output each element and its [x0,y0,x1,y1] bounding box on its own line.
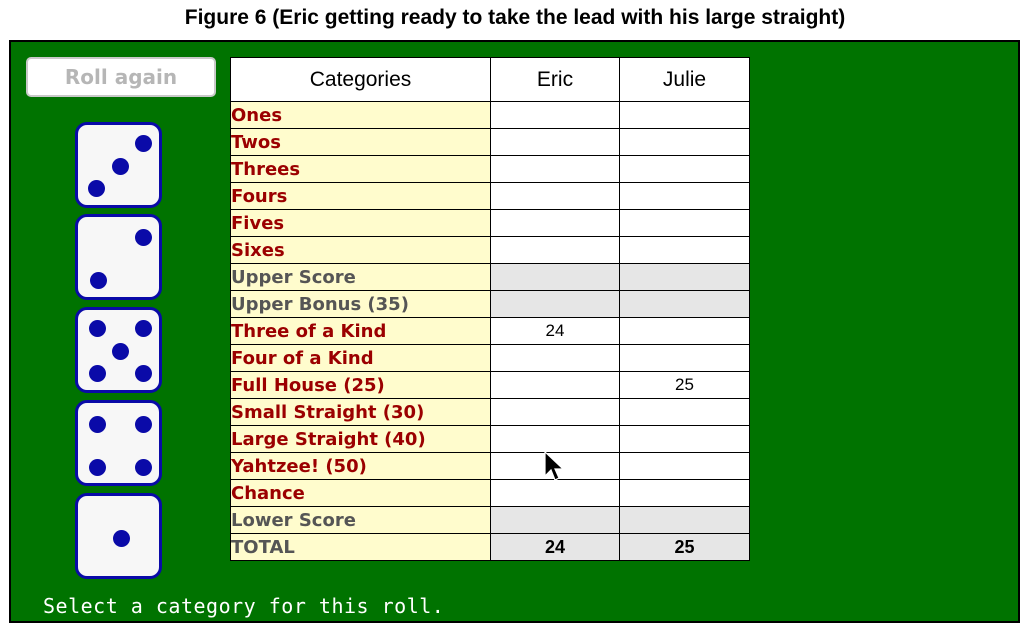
score-cell-upper-score-julie [619,263,750,291]
player-header-eric: Eric [490,57,620,102]
scorecard-row: Upper Bonus (35) [230,290,750,318]
die-pip [135,459,152,476]
die-pip [135,135,152,152]
score-cell-large-straight-40-eric[interactable] [490,425,620,453]
game-board: Roll again Categories Eric Julie Ones Two… [9,40,1020,623]
score-cell-chance-julie[interactable] [619,479,750,507]
scorecard-row: TOTAL 24 25 [230,533,750,561]
scorecard-row: Chance [230,479,750,507]
score-cell-lower-score-eric [490,506,620,534]
category-label-sixes: Sixes [230,236,491,264]
score-cell-sixes-eric[interactable] [490,236,620,264]
category-label-twos: Twos [230,128,491,156]
score-cell-fours-eric[interactable] [490,182,620,210]
category-label-full-house-25: Full House (25) [230,371,491,399]
category-label-lower-score: Lower Score [230,506,491,534]
score-cell-three-of-a-kind-eric[interactable]: 24 [490,317,620,345]
category-label-large-straight-40: Large Straight (40) [230,425,491,453]
score-cell-total-julie: 25 [619,533,750,561]
scorecard-row: Full House (25) 25 [230,371,750,399]
category-label-small-straight-30: Small Straight (30) [230,398,491,426]
score-cell-fives-julie[interactable] [619,209,750,237]
scorecard-row: Lower Score [230,506,750,534]
die-pip [112,343,129,360]
die-pip [113,530,130,547]
scorecard-row: Small Straight (30) [230,398,750,426]
status-message: Select a category for this roll. [43,594,445,618]
score-cell-upper-score-eric [490,263,620,291]
die-pip [89,459,106,476]
die-pip [135,320,152,337]
category-label-threes: Threes [230,155,491,183]
scorecard-row: Three of a Kind 24 [230,317,750,345]
die-1[interactable] [75,122,162,208]
player-header-julie: Julie [619,57,750,102]
die-pip [88,180,105,197]
scorecard-row: Large Straight (40) [230,425,750,453]
score-cell-fives-eric[interactable] [490,209,620,237]
score-cell-total-eric: 24 [490,533,620,561]
scorecard-row: Sixes [230,236,750,264]
category-label-chance: Chance [230,479,491,507]
scorecard-row: Twos [230,128,750,156]
die-3[interactable] [75,307,162,393]
score-cell-full-house-25-eric[interactable] [490,371,620,399]
score-cell-three-of-a-kind-julie[interactable] [619,317,750,345]
scorecard-row: Yahtzee! (50) [230,452,750,480]
score-cell-small-straight-30-eric[interactable] [490,398,620,426]
die-pip [135,229,152,246]
score-cell-ones-julie[interactable] [619,101,750,129]
score-cell-threes-eric[interactable] [490,155,620,183]
scorecard-row: Fives [230,209,750,237]
die-pip [89,320,106,337]
category-label-four-of-a-kind: Four of a Kind [230,344,491,372]
score-cell-fours-julie[interactable] [619,182,750,210]
categories-header: Categories [230,57,491,102]
score-cell-chance-eric[interactable] [490,479,620,507]
roll-again-button[interactable]: Roll again [26,57,216,97]
category-label-fives: Fives [230,209,491,237]
die-pip [89,416,106,433]
score-cell-full-house-25-julie[interactable]: 25 [619,371,750,399]
score-cell-twos-julie[interactable] [619,128,750,156]
category-label-upper-score: Upper Score [230,263,491,291]
score-cell-upper-bonus-35-julie [619,290,750,318]
die-2[interactable] [75,214,162,300]
score-cell-sixes-julie[interactable] [619,236,750,264]
category-label-upper-bonus-35: Upper Bonus (35) [230,290,491,318]
category-label-total: TOTAL [230,533,491,561]
mouse-pointer-icon [544,451,565,481]
score-cell-ones-eric[interactable] [490,101,620,129]
scorecard-row: Ones [230,101,750,129]
die-pip [135,365,152,382]
category-label-yahtzee-50: Yahtzee! (50) [230,452,491,480]
score-cell-twos-eric[interactable] [490,128,620,156]
scorecard-table: Categories Eric Julie Ones Twos Threes Four… [230,57,750,561]
scorecard-row: Four of a Kind [230,344,750,372]
category-label-three-of-a-kind: Three of a Kind [230,317,491,345]
scorecard-row: Upper Score [230,263,750,291]
scorecard-row: Fours [230,182,750,210]
die-pip [90,272,107,289]
score-cell-yahtzee-50-julie[interactable] [619,452,750,480]
category-label-ones: Ones [230,101,491,129]
score-cell-small-straight-30-julie[interactable] [619,398,750,426]
die-pip [112,158,129,175]
scorecard-row: Threes [230,155,750,183]
score-cell-four-of-a-kind-eric[interactable] [490,344,620,372]
die-pip [89,365,106,382]
category-label-fours: Fours [230,182,491,210]
score-cell-upper-bonus-35-eric [490,290,620,318]
die-4[interactable] [75,400,162,486]
die-pip [135,416,152,433]
score-cell-four-of-a-kind-julie[interactable] [619,344,750,372]
die-5[interactable] [75,493,162,579]
score-cell-lower-score-julie [619,506,750,534]
score-cell-large-straight-40-julie[interactable] [619,425,750,453]
score-cell-threes-julie[interactable] [619,155,750,183]
figure-title: Figure 6 (Eric getting ready to take the… [184,6,846,29]
